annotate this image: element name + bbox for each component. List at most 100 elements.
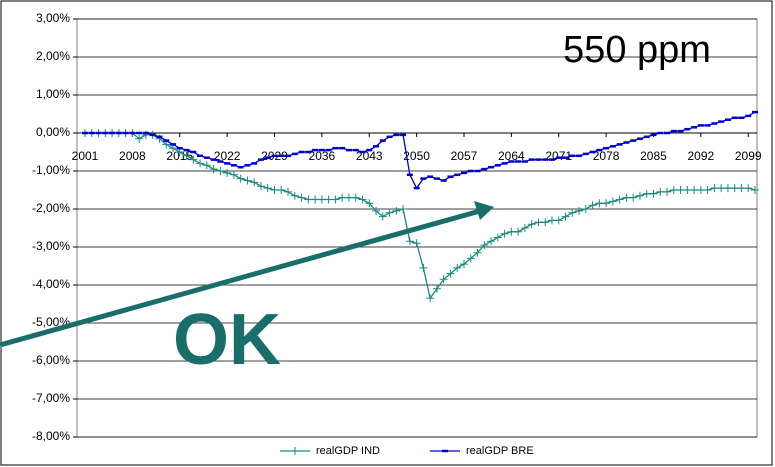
marker (507, 227, 516, 236)
marker (344, 193, 353, 202)
marker (304, 195, 313, 204)
marker (229, 170, 238, 179)
marker (338, 193, 347, 202)
marker (250, 178, 259, 187)
marker (378, 212, 387, 221)
y-tick-label: 3,00% (36, 11, 70, 25)
marker (317, 195, 326, 204)
marker (412, 239, 421, 248)
grid: 3,00% 2,00% 1,00% 0,00% -1,00% -2,00% -3,00% -4… (32, 11, 762, 443)
y-tick-label: -8,00% (32, 429, 70, 443)
marker (459, 260, 468, 269)
marker (216, 167, 225, 175)
marker (243, 176, 252, 185)
marker (236, 174, 245, 183)
marker (500, 229, 509, 238)
series-line (85, 111, 756, 190)
marker (290, 191, 299, 200)
marker (669, 186, 678, 194)
x-tick-label: 2085 (640, 149, 667, 163)
marker (683, 186, 692, 194)
marker (547, 216, 556, 225)
marker (372, 206, 381, 215)
marker (432, 284, 441, 293)
marker (602, 199, 611, 208)
marker (717, 184, 726, 193)
marker (615, 195, 624, 204)
marker (541, 218, 550, 227)
x-tick-label: 2022 (214, 149, 241, 163)
marker (520, 224, 529, 232)
marker (493, 233, 502, 242)
marker (696, 186, 705, 194)
x-tick-label: 2099 (735, 149, 762, 163)
marker (331, 195, 340, 204)
marker (514, 227, 523, 236)
marker (561, 212, 570, 221)
marker (419, 263, 428, 272)
x-tick-label: 2071 (545, 149, 572, 163)
marker (392, 206, 401, 215)
marker (527, 220, 536, 229)
marker (649, 189, 658, 198)
y-tick-label: -1,00% (32, 163, 70, 177)
marker (291, 447, 299, 455)
x-tick-label: 2092 (688, 149, 715, 163)
x-tick-label: 2050 (403, 149, 430, 163)
legend-label: realGDP IND (316, 445, 380, 457)
marker (622, 193, 631, 202)
marker (324, 195, 333, 204)
x-tick-label: 2064 (498, 149, 525, 163)
marker (703, 186, 712, 194)
marker (365, 199, 374, 208)
marker (629, 193, 638, 202)
marker (202, 161, 211, 170)
marker (588, 201, 597, 210)
marker (263, 184, 272, 193)
x-tick-label: 2001 (72, 149, 99, 163)
marker (642, 189, 651, 198)
marker (595, 199, 604, 208)
marker (737, 184, 746, 193)
marker (710, 184, 719, 193)
y-tick-label: -3,00% (32, 239, 70, 253)
y-tick-label: 2,00% (36, 49, 70, 63)
x-tick-label: 2008 (119, 149, 146, 163)
marker (730, 184, 739, 193)
marker (534, 218, 543, 227)
marker (446, 269, 455, 278)
marker (751, 186, 759, 194)
marker (676, 186, 685, 194)
marker (277, 186, 286, 194)
annotation: OK (173, 300, 281, 380)
arrow (0, 208, 481, 348)
arrow-head (474, 201, 494, 220)
marker (690, 186, 699, 194)
x-tick-label: 2036 (309, 149, 336, 163)
marker (656, 187, 665, 196)
marker (405, 237, 414, 246)
marker (554, 216, 563, 225)
legend: realGDP IND realGDP BRE (280, 445, 534, 457)
marker (399, 205, 408, 213)
x-tick-label: 2078 (593, 149, 620, 163)
lines (81, 110, 759, 303)
y-tick-label: -2,00% (32, 201, 70, 215)
x-tick-label: 2057 (451, 149, 478, 163)
marker (189, 155, 198, 164)
marker (270, 186, 279, 194)
marker (487, 237, 496, 246)
marker (439, 275, 448, 284)
marker (196, 159, 205, 168)
marker (284, 187, 293, 196)
y-tick-label: 0,00% (36, 125, 70, 139)
marker (135, 134, 144, 143)
marker (256, 182, 265, 191)
y-tick-label: -7,00% (32, 391, 70, 405)
marker (744, 184, 753, 193)
marker (223, 168, 232, 177)
marker (466, 254, 475, 263)
marker (311, 195, 320, 204)
y-tick-label: 1,00% (36, 87, 70, 101)
